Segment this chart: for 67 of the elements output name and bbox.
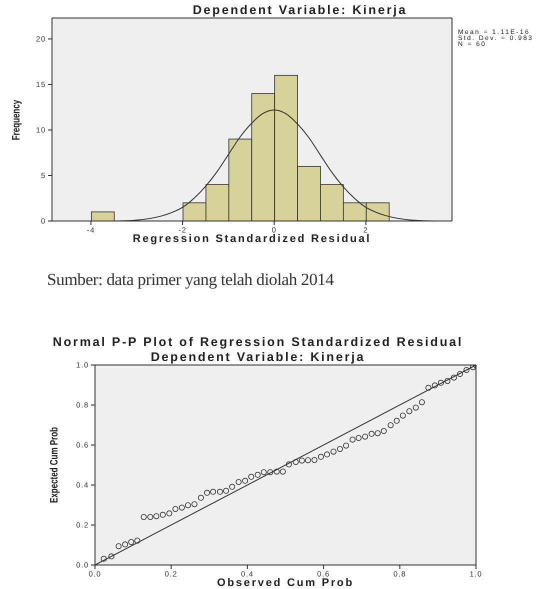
point [432,382,438,388]
point [418,399,425,406]
point [248,474,254,480]
point [438,380,444,386]
point [160,512,166,518]
point [457,371,463,377]
point [128,539,134,545]
point [330,448,337,455]
point [153,513,160,520]
chart-subtitle: Dependent Variable: Kinerja [150,350,366,364]
point [204,490,210,496]
point [116,543,122,550]
point [444,378,450,384]
point [318,454,324,460]
point [304,457,311,464]
point [267,469,274,476]
point [242,478,248,484]
point [286,461,292,468]
point [178,504,185,511]
point [100,556,107,562]
point [198,494,204,501]
point [463,367,470,373]
point [274,468,280,475]
point [362,434,368,440]
point [216,488,223,495]
point [280,468,286,475]
point [134,538,140,544]
point [380,428,387,434]
point [298,458,305,464]
point [374,430,381,436]
point [388,422,394,428]
point [324,451,330,458]
point [108,553,114,560]
point [147,514,154,520]
chart-title: Dependent Variable: Kinerja [192,3,408,17]
x-axis-title: Observed Cum Prob [216,577,355,589]
y-axis-title: Frequency [9,98,24,142]
point [140,514,147,520]
point [292,459,299,465]
point [184,502,191,508]
point [172,506,178,512]
point [254,472,261,478]
point [425,384,432,391]
point [229,484,236,490]
point [368,430,375,437]
point [412,404,419,411]
point [223,488,230,494]
point [350,436,356,443]
point [406,408,412,414]
point [260,469,267,476]
point [122,541,128,548]
point [470,365,476,370]
point [166,510,172,516]
point [210,488,216,495]
y-axis-title: Expected Cum Prob [47,426,62,506]
point [311,457,318,463]
point [343,442,350,449]
point [336,446,343,452]
chart-title: Normal P-P Plot of Regression Standardized Residual [52,335,464,349]
point [394,418,400,424]
point [450,374,457,381]
point [191,501,198,508]
point [236,479,242,485]
point [400,412,406,419]
point [356,435,362,441]
text: Sumber: data primer yang telah diolah 2014 [47,270,334,290]
x-axis-title: Regression Standardized Residual [132,233,372,245]
